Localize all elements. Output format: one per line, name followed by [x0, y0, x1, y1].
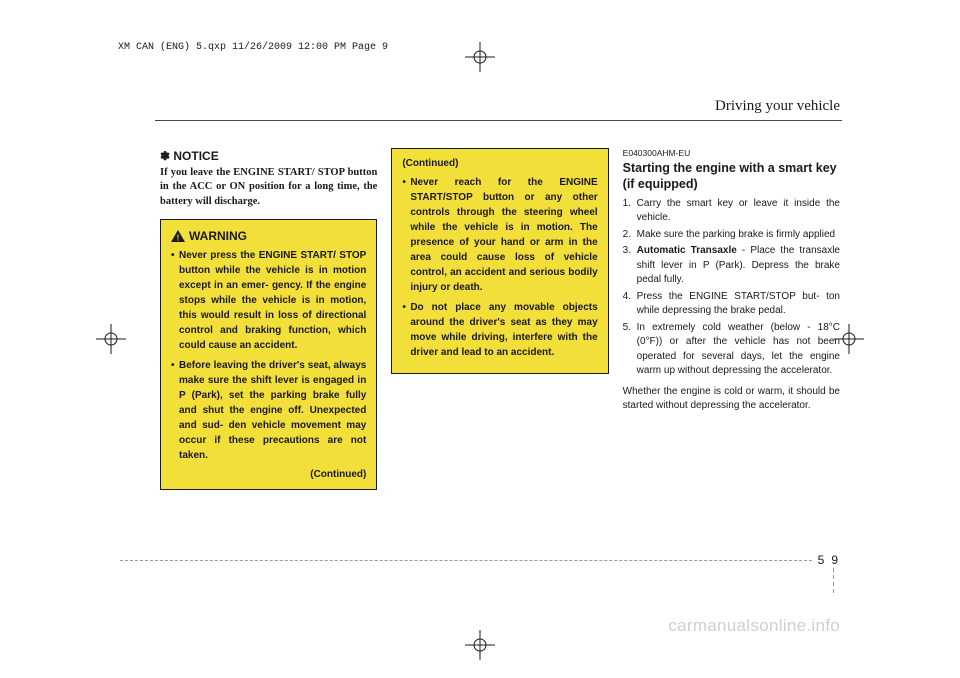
- print-job-header: XM CAN (ENG) 5.qxp 11/26/2009 12:00 PM P…: [118, 42, 388, 53]
- page: XM CAN (ENG) 5.qxp 11/26/2009 12:00 PM P…: [0, 0, 960, 678]
- tick-icon: [833, 568, 834, 572]
- page-num: 9: [831, 553, 838, 567]
- header-rule: [155, 120, 842, 121]
- content-columns: ✽ NOTICE If you leave the ENGINE START/ …: [160, 148, 840, 490]
- proc-code: E040300AHM-EU: [623, 148, 840, 159]
- registration-mark-left-icon: [96, 324, 126, 354]
- step-item: Make sure the parking brake is firmly ap…: [623, 228, 840, 243]
- step-item: Automatic Transaxle - Place the transaxl…: [623, 244, 840, 288]
- steps-list: Carry the smart key or leave it inside t…: [623, 197, 840, 379]
- subheading: Starting the engine with a smart key (if…: [623, 161, 840, 192]
- tick-icon: [833, 589, 834, 593]
- warning-item: Never press the ENGINE START/ STOP butto…: [171, 248, 366, 353]
- notice-heading: ✽ NOTICE: [160, 148, 377, 164]
- registration-mark-top-icon: [465, 42, 495, 72]
- tick-icon: [833, 582, 834, 586]
- warning-item: Before leaving the driver's seat, always…: [171, 358, 366, 463]
- column-1: ✽ NOTICE If you leave the ENGINE START/ …: [160, 148, 377, 490]
- warning-label: WARNING: [189, 228, 247, 244]
- warning-item: Never reach for the ENGINE START/STOP bu…: [402, 175, 597, 295]
- watermark: carmanualsonline.info: [668, 616, 840, 636]
- warning-triangle-icon: !: [171, 230, 185, 242]
- footer-rule: [120, 560, 842, 561]
- continued-label: (Continued): [402, 157, 597, 171]
- step-item: Press the ENGINE START/STOP but- ton whi…: [623, 290, 840, 319]
- step-item: In extremely cold weather (below - 18°C …: [623, 321, 840, 379]
- notice-body: If you leave the ENGINE START/ STOP butt…: [160, 166, 377, 209]
- section-number: 5: [818, 553, 825, 567]
- svg-text:!: !: [177, 233, 180, 242]
- column-2: (Continued) Never reach for the ENGINE S…: [391, 148, 608, 490]
- step-item: Carry the smart key or leave it inside t…: [623, 197, 840, 226]
- column-3: E040300AHM-EU Starting the engine with a…: [623, 148, 840, 490]
- warning-list-2: Never reach for the ENGINE START/STOP bu…: [402, 175, 597, 360]
- warning-box-1: ! WARNING Never press the ENGINE START/ …: [160, 219, 377, 491]
- warning-item: Do not place any movable objects around …: [402, 300, 597, 360]
- warning-list-1: Never press the ENGINE START/ STOP butto…: [171, 248, 366, 463]
- paragraph: Whether the engine is cold or warm, it s…: [623, 385, 840, 414]
- section-title: Driving your vehicle: [715, 98, 840, 115]
- warning-box-2: (Continued) Never reach for the ENGINE S…: [391, 148, 608, 374]
- continued-label: (Continued): [171, 468, 366, 482]
- page-number: 5 9: [814, 553, 842, 567]
- registration-mark-bottom-icon: [465, 630, 495, 660]
- tick-icon: [833, 575, 834, 579]
- warning-title: ! WARNING: [171, 228, 366, 244]
- margin-ticks: [833, 568, 834, 593]
